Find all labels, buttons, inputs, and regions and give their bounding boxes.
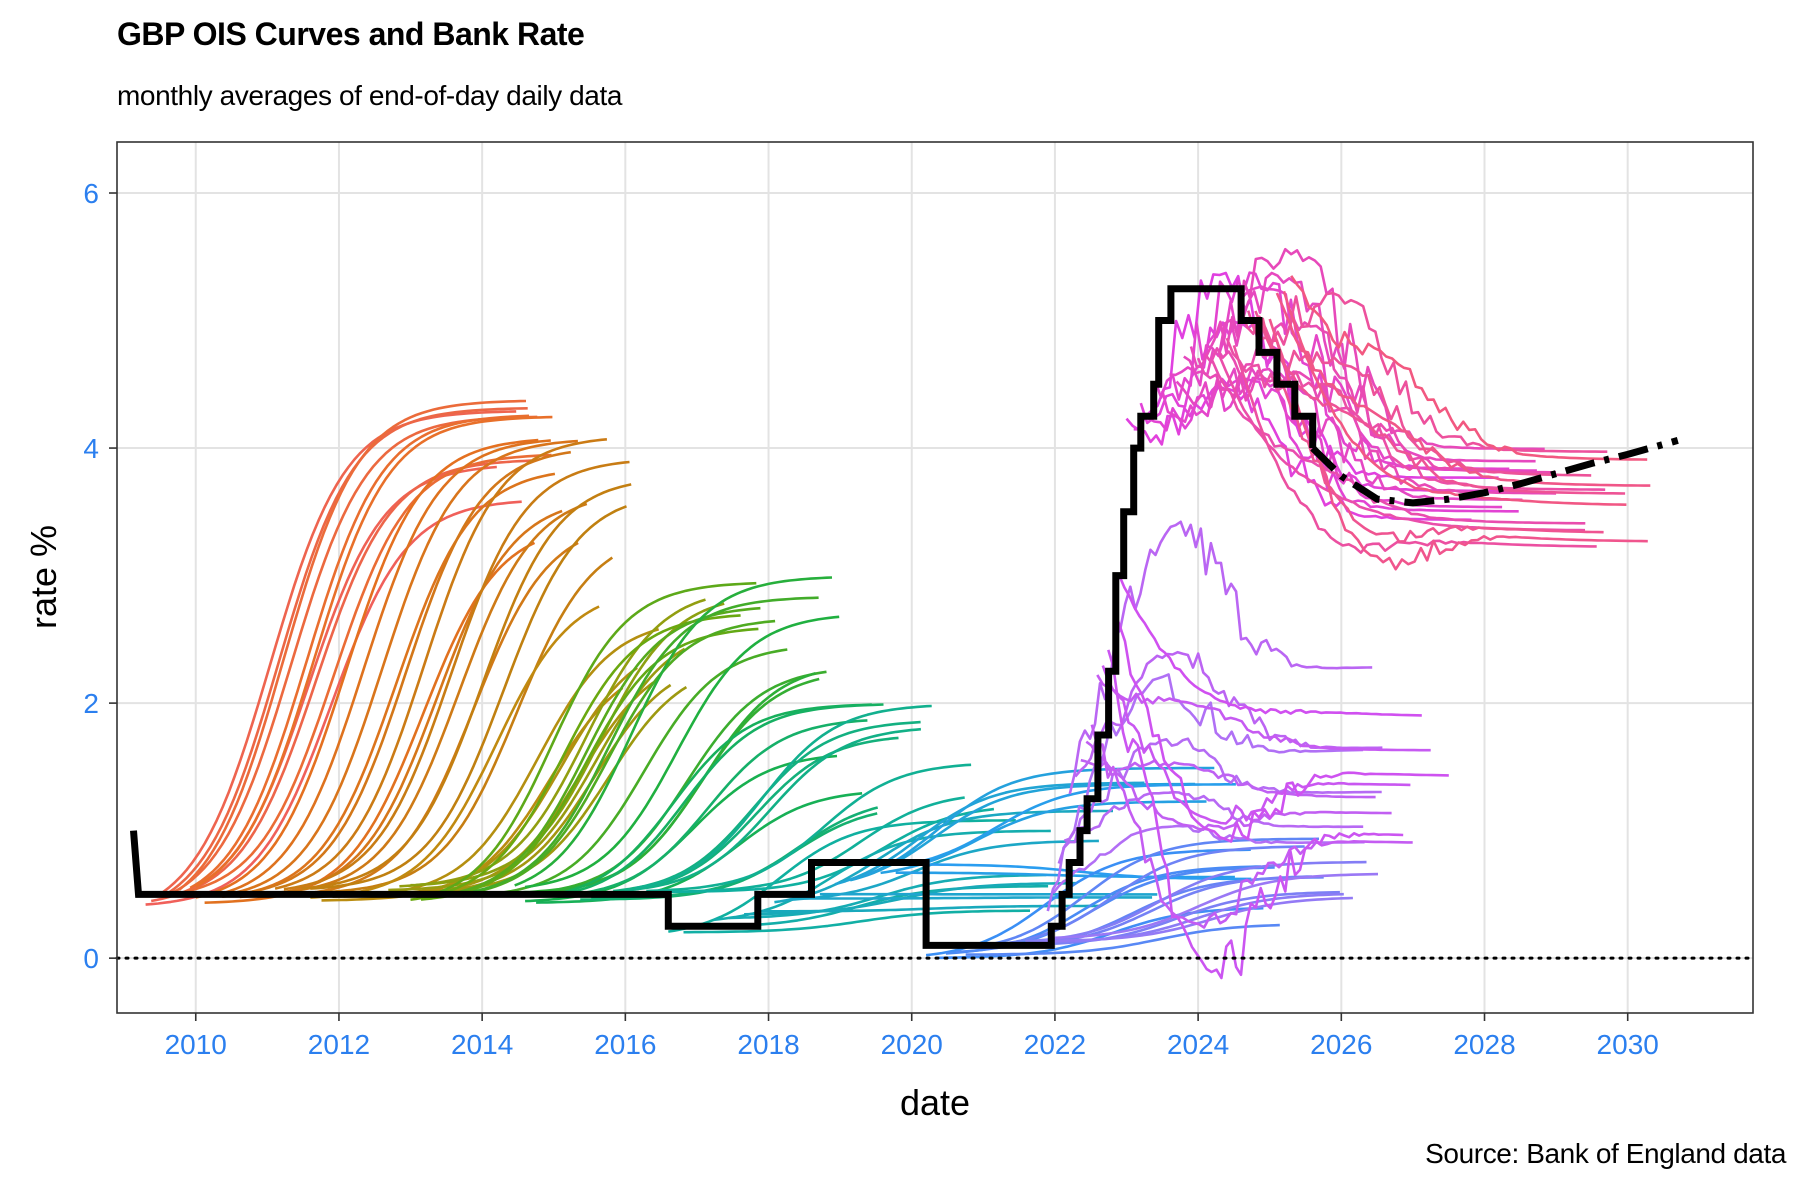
ois-curve-line bbox=[635, 704, 932, 890]
plot-border bbox=[116, 141, 1754, 1014]
ois-curve-line bbox=[1211, 360, 1586, 525]
ois-curve-line bbox=[1118, 575, 1422, 717]
ois-curve-line bbox=[178, 399, 527, 891]
ois-curve-line bbox=[975, 837, 1320, 949]
ois-curve-line bbox=[283, 460, 630, 891]
ois-curve-line bbox=[1101, 665, 1411, 825]
chart-subtitle: monthly averages of end-of-day daily dat… bbox=[117, 80, 623, 111]
bank-rate-line bbox=[130, 285, 1317, 949]
x-tick-label: 2014 bbox=[451, 1029, 513, 1060]
ois-curve-line bbox=[230, 439, 578, 895]
ois-curve-line bbox=[301, 483, 632, 890]
x-tick-label: 2026 bbox=[1310, 1029, 1372, 1060]
ois-curve-line bbox=[1096, 674, 1431, 752]
ois-curve-line bbox=[1196, 357, 1557, 495]
ois-curve-line bbox=[472, 596, 819, 893]
y-tick-label: 2 bbox=[83, 688, 99, 719]
y-tick-label: 4 bbox=[83, 433, 99, 464]
ois-curve-line bbox=[1112, 609, 1449, 843]
ois-curve-line bbox=[213, 439, 551, 897]
ois-curve-line bbox=[430, 581, 757, 897]
ois-curve-line bbox=[804, 896, 1153, 900]
ois-curve-line bbox=[683, 909, 1030, 934]
ois-curve-line bbox=[995, 845, 1305, 946]
x-tick-label: 2024 bbox=[1167, 1029, 1229, 1060]
ois-curve-line bbox=[504, 672, 816, 895]
ois-curve-line bbox=[1090, 724, 1413, 929]
chart-title: GBP OIS Curves and Bank Rate bbox=[117, 16, 585, 52]
x-axis-label: date bbox=[900, 1082, 970, 1123]
x-tick-label: 2022 bbox=[1024, 1029, 1086, 1060]
ois-curve-line bbox=[195, 438, 539, 899]
ois-curve-line bbox=[514, 576, 833, 887]
ois-curve-line bbox=[1063, 790, 1364, 842]
x-tick-label: 2018 bbox=[737, 1029, 799, 1060]
ois-curve-line bbox=[156, 410, 517, 898]
plot-panel bbox=[117, 142, 1753, 1013]
ois-curve-line bbox=[452, 619, 776, 897]
bank-rate-series bbox=[130, 285, 1679, 949]
ois-curve-line bbox=[646, 763, 972, 893]
ois-curve-line bbox=[936, 906, 1264, 960]
ois-curve-line bbox=[1239, 291, 1608, 454]
ois-curve-line bbox=[1085, 740, 1392, 832]
ois-curve-line bbox=[1268, 318, 1648, 571]
ois-curve-line bbox=[1107, 649, 1404, 980]
bank-rate-forward-line bbox=[1310, 437, 1679, 507]
ois-curve-line bbox=[462, 648, 788, 898]
ois-curve-line bbox=[849, 782, 1196, 882]
x-tick-label: 2028 bbox=[1453, 1029, 1515, 1060]
x-tick-label: 2010 bbox=[165, 1029, 227, 1060]
ois-curve-line bbox=[524, 615, 840, 889]
ois-curve-line bbox=[222, 472, 556, 898]
y-tick-label: 6 bbox=[83, 178, 99, 209]
ois-curve-line bbox=[189, 414, 530, 890]
x-tick-label: 2016 bbox=[594, 1029, 656, 1060]
ois-curve-line bbox=[310, 505, 627, 890]
ois-curve-line bbox=[557, 703, 884, 897]
ois-curve-line bbox=[1275, 292, 1651, 487]
ois-curve-line bbox=[965, 923, 1280, 956]
ois-curve-line bbox=[1290, 275, 1648, 461]
ois-curve-line bbox=[1282, 290, 1627, 506]
ois-curve-line bbox=[292, 556, 614, 895]
x-tick-label: 2012 bbox=[308, 1029, 370, 1060]
x-tick-label: 2020 bbox=[881, 1029, 943, 1060]
ois-curve-line bbox=[1025, 860, 1367, 943]
ois-curve-line bbox=[1254, 310, 1626, 495]
x-tick-label: 2030 bbox=[1597, 1029, 1659, 1060]
ois-curve-line bbox=[399, 598, 706, 888]
ois-curve-line bbox=[624, 727, 922, 892]
ois-curve-line bbox=[248, 450, 571, 894]
ois-curve-line bbox=[1232, 345, 1597, 555]
y-axis-label: rate % bbox=[23, 525, 64, 629]
axis-ticks: 2010 2012 2014 2016 2018 2020 2022 2024 2026 2028… bbox=[83, 178, 1658, 1060]
y-tick-label: 0 bbox=[83, 943, 99, 974]
ois-curve-line bbox=[744, 881, 1077, 916]
source-caption: Source: Bank of England data bbox=[1425, 1138, 1786, 1169]
ois-curve-line bbox=[184, 453, 552, 894]
ois-curve-line bbox=[274, 438, 608, 890]
ois-curve-line bbox=[569, 719, 868, 897]
ois-curve-line bbox=[546, 703, 872, 898]
ois-curve-line bbox=[926, 863, 1252, 881]
ois-curve-line bbox=[1080, 758, 1376, 799]
ois-curve-line bbox=[864, 766, 1215, 877]
ois-curve-line bbox=[1054, 872, 1379, 940]
ois-curve-line bbox=[195, 415, 553, 888]
